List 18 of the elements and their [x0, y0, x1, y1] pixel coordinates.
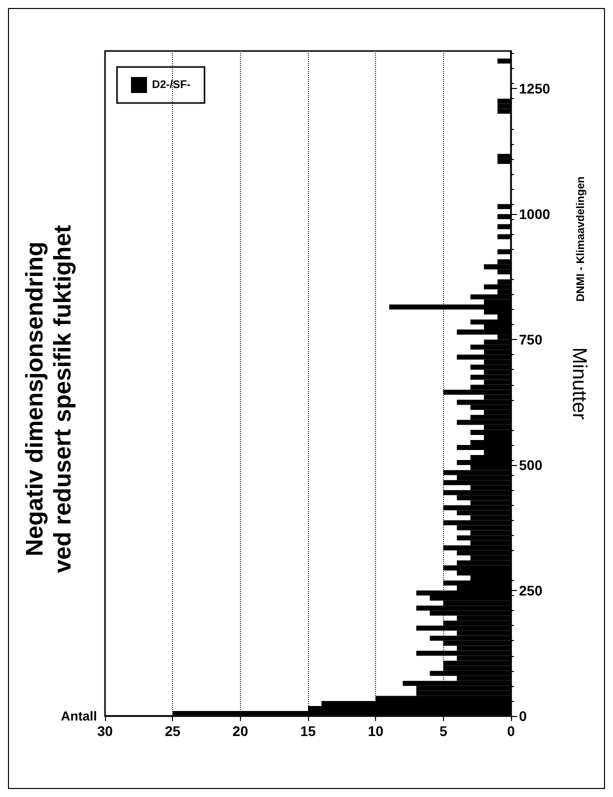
text: DNMI - Klimaavdelingen: [575, 176, 587, 302]
x-axis-title: Antall: [60, 708, 97, 724]
y-tick-label: 0: [519, 708, 527, 724]
x-tick-label: 30: [97, 723, 113, 739]
x-tick-label: 25: [164, 723, 181, 739]
text: Negativ dimensjonsendring ved redusert spesifik fuktighet: [22, 224, 76, 574]
x-tick-label: 10: [368, 723, 384, 739]
y-tick-label: 500: [519, 457, 543, 474]
y-tick-label: 750: [519, 332, 543, 348]
y-tick-label: 1250: [519, 80, 550, 97]
x-tick-label: 15: [300, 723, 316, 739]
y-axis-title: Minutter: [568, 347, 590, 420]
x-tick-label: 5: [439, 723, 448, 739]
x-tick-label: 0: [507, 723, 516, 739]
legend-label: D2-/SF-: [152, 79, 191, 91]
y-tick-label: 1000: [519, 206, 550, 222]
x-tick-label: 20: [232, 723, 248, 739]
y-tick-label: 250: [519, 582, 543, 599]
